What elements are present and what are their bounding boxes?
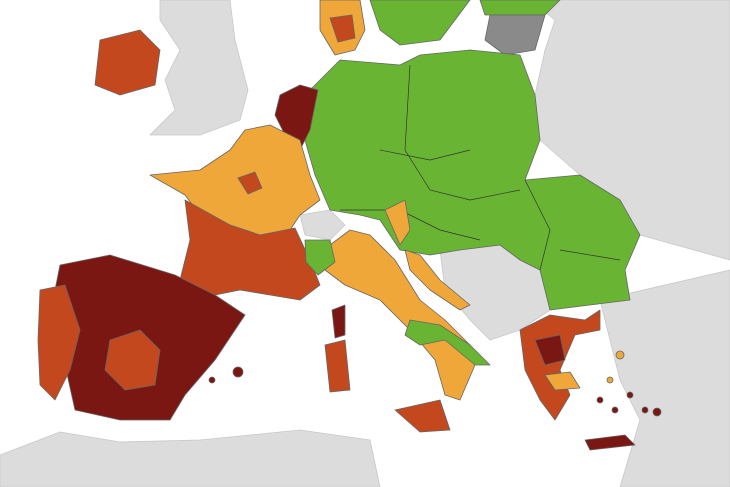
turkey [599,269,730,487]
croatia-coast [404,249,471,311]
scandinavia [369,0,471,46]
central-europe [299,49,641,311]
south-italy [404,319,491,366]
island [611,406,619,414]
ireland [94,29,161,96]
island [208,376,216,384]
islands [208,350,662,417]
switzerland [299,209,346,241]
greece [519,309,601,421]
slovenia-region [384,199,411,246]
north-greece [534,334,566,366]
island [596,396,604,404]
crete [584,434,636,451]
lithuania [484,14,546,56]
attica [544,371,581,391]
internal-borders [340,64,621,271]
united-kingdom [149,0,249,136]
north-africa [0,429,381,487]
island [606,376,614,384]
island [641,406,649,414]
island [615,350,625,360]
italy [324,229,476,401]
island [652,407,662,417]
denmark-region [329,14,356,43]
island [232,366,244,378]
corsica [331,304,346,339]
aosta [304,239,336,276]
island [626,391,634,399]
sicily [394,399,451,433]
portugal [37,284,81,401]
central-spain [104,329,161,391]
sardinia [324,339,351,393]
paris-region [237,171,263,195]
